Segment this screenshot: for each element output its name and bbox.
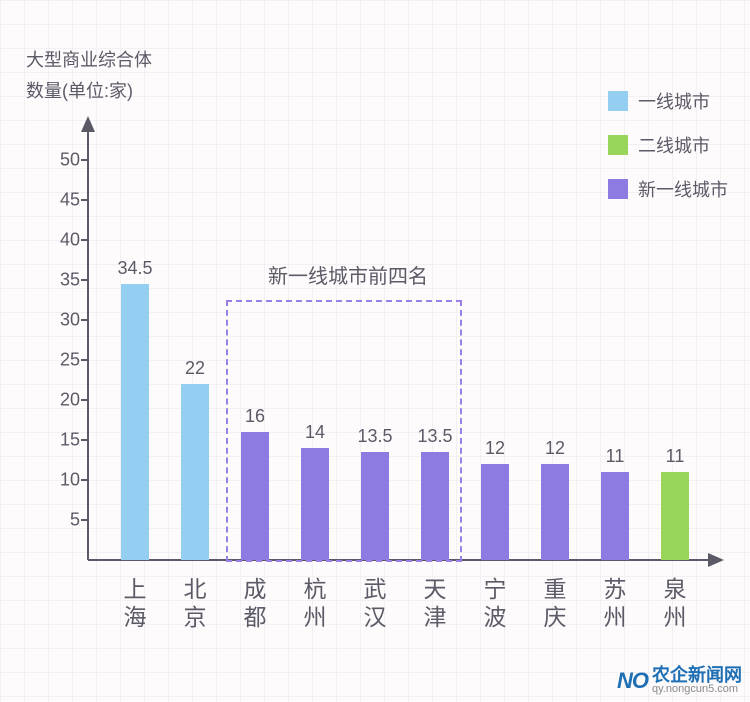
x-tick-label: 泉 州 — [664, 575, 687, 631]
watermark-cn: 农企新闻网 — [652, 666, 742, 685]
x-tick-label: 北 京 — [184, 575, 207, 631]
x-tick-label: 杭 州 — [304, 575, 327, 631]
bar-chart: 大型商业综合体 数量(单位:家) 一线城市 二线城市 新一线城市 5101520… — [0, 0, 750, 702]
x-tick-label: 上 海 — [124, 575, 147, 631]
y-tick-label: 25 — [40, 350, 80, 371]
watermark-logo: NO — [617, 668, 648, 694]
y-tick-label: 30 — [40, 310, 80, 331]
bar-value-label: 12 — [545, 438, 565, 459]
bar-value-label: 11 — [606, 446, 625, 467]
y-tick-label: 15 — [40, 430, 80, 451]
y-tick-label: 5 — [40, 510, 80, 531]
y-tick-label: 20 — [40, 390, 80, 411]
x-tick-label: 天 津 — [424, 575, 447, 631]
y-tick-label: 10 — [40, 470, 80, 491]
bar-value-label: 22 — [185, 358, 205, 379]
y-tick-label: 40 — [40, 230, 80, 251]
x-tick-label: 宁 波 — [484, 575, 507, 631]
y-tick-label: 50 — [40, 150, 80, 171]
bar-value-label: 11 — [666, 446, 685, 467]
watermark-url: qy.nongcun5.com — [652, 684, 742, 696]
bar-value-label: 34.5 — [117, 258, 152, 279]
x-tick-label: 重 庆 — [544, 575, 567, 631]
y-tick-label: 35 — [40, 270, 80, 291]
watermark: NO 农企新闻网 qy.nongcun5.com — [617, 666, 742, 696]
x-tick-label: 成 都 — [244, 575, 267, 631]
x-tick-label: 武 汉 — [364, 575, 387, 631]
x-tick-label: 苏 州 — [604, 575, 627, 631]
annotation-box — [226, 300, 462, 562]
bar-value-label: 12 — [485, 438, 505, 459]
annotation-text: 新一线城市前四名 — [268, 260, 428, 289]
y-tick-label: 45 — [40, 190, 80, 211]
